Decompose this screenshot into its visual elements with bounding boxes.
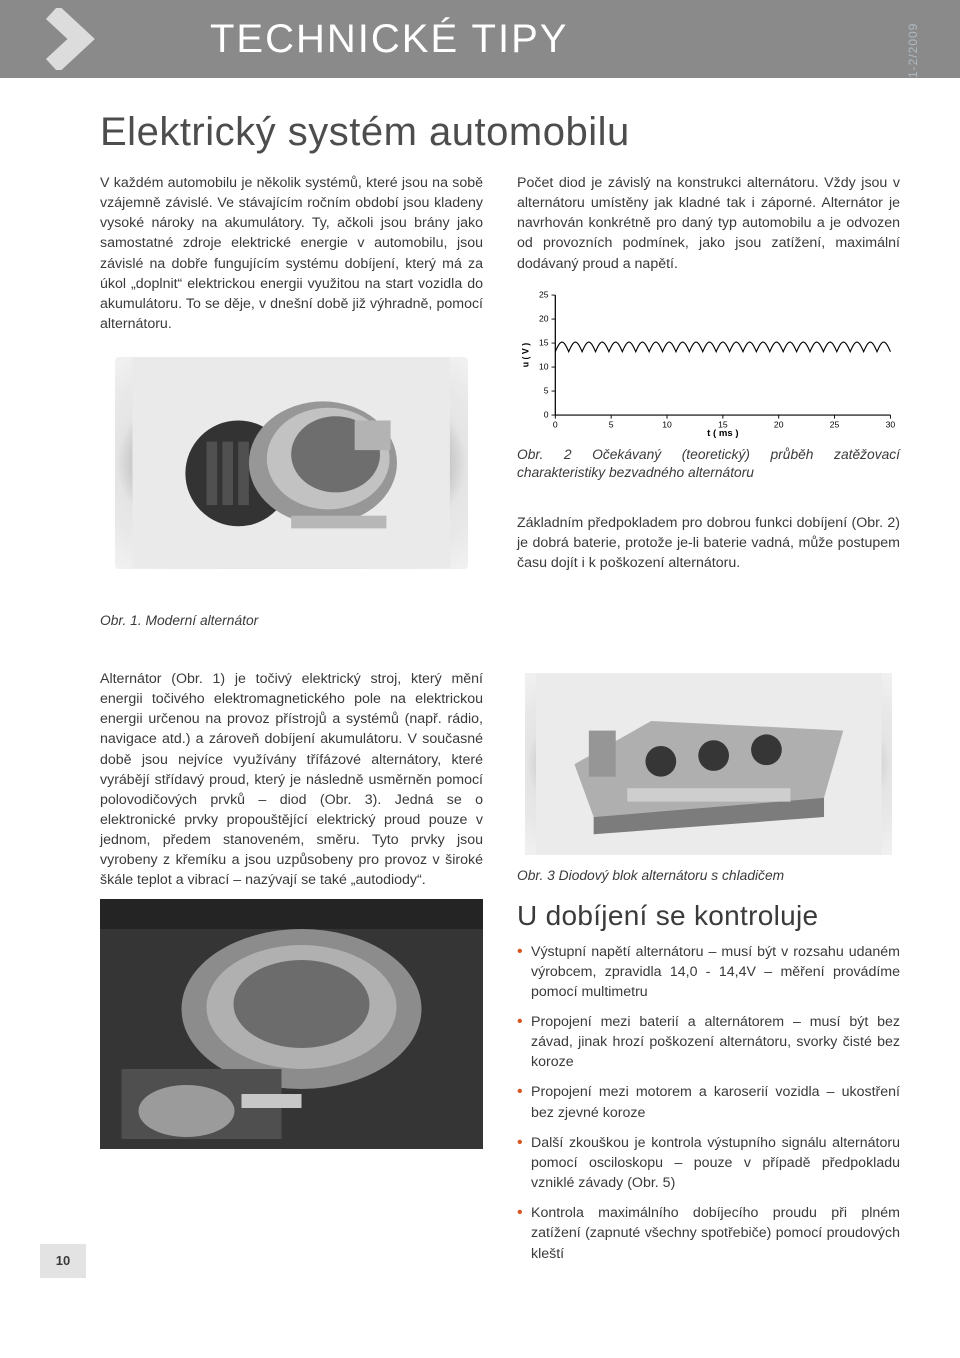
figure-2-chart: 0510152025051015202530t ( ms )u ( V ): [517, 288, 900, 438]
svg-text:5: 5: [609, 420, 614, 429]
svg-text:5: 5: [544, 387, 549, 396]
check-list: Výstupní napětí alternátoru – musí být v…: [517, 942, 900, 1264]
svg-text:10: 10: [539, 363, 549, 372]
svg-text:t ( ms ): t ( ms ): [707, 428, 738, 437]
figure-1-caption: Obr. 1. Moderní alternátor: [100, 612, 900, 631]
check-list-item: Propojení mezi motorem a karoserií vozid…: [517, 1082, 900, 1122]
mid-section: Alternátor (Obr. 1) je točivý elektrický…: [100, 669, 900, 1274]
svg-text:u ( V ): u ( V ): [520, 343, 530, 367]
intro-right-text: Počet diod je závislý na konstrukci alte…: [517, 173, 900, 274]
issue-label: 1-2/2009: [906, 0, 920, 78]
figure-2-caption: Obr. 2 Očekávaný (teoretický) průběh zat…: [517, 446, 900, 483]
header-band: TECHNICKÉ TIPY 1-2/2009: [0, 0, 960, 78]
check-list-item: Propojení mezi baterií a alternátorem – …: [517, 1012, 900, 1072]
svg-text:0: 0: [544, 411, 549, 420]
check-list-item: Další zkouškou je kontrola výstupního si…: [517, 1133, 900, 1193]
svg-text:30: 30: [886, 420, 896, 429]
header-title: TECHNICKÉ TIPY: [210, 17, 568, 62]
intro-right-column: Počet diod je závislý na konstrukci alte…: [517, 173, 900, 578]
right-para-after-chart: Základním předpokladem pro dobrou funkci…: [517, 513, 900, 573]
intro-left-text: V každém automobilu je několik systémů, …: [100, 173, 483, 334]
check-heading: U dobíjení se kontroluje: [517, 900, 900, 932]
svg-text:25: 25: [539, 291, 549, 300]
intro-columns: V každém automobilu je několik systémů, …: [100, 173, 900, 578]
page-number: 10: [40, 1244, 86, 1278]
mid-left-text: Alternátor (Obr. 1) je točivý elektrický…: [100, 669, 483, 891]
check-list-item: Kontrola maximálního dobíjecího proudu p…: [517, 1203, 900, 1263]
mid-left-column: Alternátor (Obr. 1) je točivý elektrický…: [100, 669, 483, 1274]
article-title: Elektrický systém automobilu: [100, 110, 900, 155]
chevron-icon: [44, 0, 164, 78]
figure-3-image: [517, 669, 900, 859]
svg-text:10: 10: [662, 420, 672, 429]
intro-left-column: V každém automobilu je několik systémů, …: [100, 173, 483, 578]
mid-right-column: Obr. 3 Diodový blok alternátoru s chladi…: [517, 669, 900, 1274]
figure-1-image: [100, 348, 483, 578]
figure-3-caption: Obr. 3 Diodový blok alternátoru s chladi…: [517, 867, 900, 886]
svg-text:25: 25: [830, 420, 840, 429]
check-list-item: Výstupní napětí alternátoru – musí být v…: [517, 942, 900, 1002]
svg-text:20: 20: [774, 420, 784, 429]
svg-text:20: 20: [539, 315, 549, 324]
svg-text:15: 15: [539, 339, 549, 348]
svg-text:0: 0: [553, 420, 558, 429]
figure-bottom-image: [100, 899, 483, 1149]
